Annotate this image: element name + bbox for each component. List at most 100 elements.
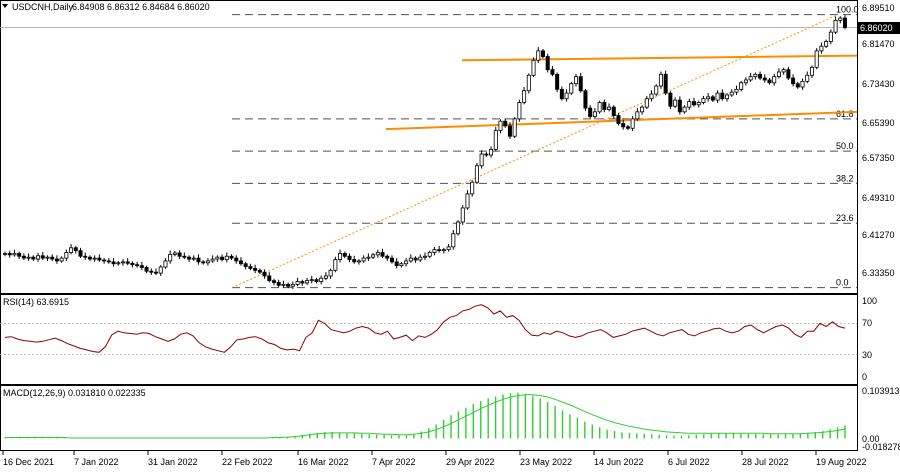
candle-body (791, 77, 796, 85)
candle-body (644, 98, 649, 108)
macd-label: MACD(12,26,9) 0.031810 0.022335 (3, 388, 146, 398)
time-tick-label: 22 Feb 2022 (222, 457, 273, 467)
candle-body (828, 31, 833, 42)
candle-body (106, 260, 111, 263)
candle-body (168, 253, 173, 262)
candle-body (814, 50, 819, 68)
price-tick-label: 6.89510 (862, 3, 895, 13)
candle-body (290, 283, 295, 287)
candle-body (597, 102, 602, 113)
candle-body (191, 257, 196, 260)
candle-body (238, 260, 243, 265)
candle-body (545, 56, 550, 71)
candle-body (418, 256, 423, 261)
candle-body (824, 41, 829, 47)
upper-channel-line[interactable] (461, 54, 858, 62)
candle-body (305, 280, 310, 284)
candle-body (607, 106, 612, 110)
candle-body (172, 252, 177, 255)
candle-body (574, 76, 579, 85)
fib-level-label: 23.6 (836, 213, 854, 223)
candle-body (338, 253, 343, 260)
fibonacci-levels[interactable]: 100.0 61.8 50.0 38.2 23.6 0.0 (0, 5, 859, 289)
candle-body (262, 271, 267, 277)
candle-body (776, 71, 781, 78)
channel-lines[interactable] (385, 54, 858, 131)
candle-body (588, 107, 593, 117)
price-pane[interactable] (0, 0, 858, 294)
candle-body (102, 259, 107, 262)
price-tick-label: 6.57350 (862, 153, 895, 163)
candle-body (512, 118, 517, 137)
fib-level-label: 38.2 (836, 173, 854, 183)
price-tick-label: 6.49310 (862, 193, 895, 203)
candle-body (64, 252, 69, 259)
time-tick-label: 29 Apr 2022 (446, 457, 495, 467)
lower-channel-line[interactable] (385, 110, 858, 131)
candle-body (451, 233, 456, 248)
candle-body (437, 249, 442, 252)
rsi-line (4, 304, 846, 353)
price-tick-label: 6.33350 (862, 268, 895, 278)
candle-body (550, 69, 555, 75)
candle-body (663, 73, 668, 94)
rsi-label: RSI(14) 63.6915 (3, 297, 69, 307)
candle-body (97, 257, 102, 261)
candle-body (569, 83, 574, 94)
collapse-arrow-icon[interactable] (2, 4, 8, 8)
candle-body (658, 73, 663, 87)
candle-body (389, 257, 394, 263)
candle-body (309, 279, 314, 282)
candle-body (149, 270, 154, 273)
candle-body (729, 91, 734, 96)
rsi-pane[interactable] (0, 294, 858, 385)
candle-body (640, 106, 645, 113)
fib-level-label: 50.0 (836, 141, 854, 151)
price-tick-label: 6.65390 (862, 118, 895, 128)
candle-body (833, 20, 838, 33)
candle-body (649, 93, 654, 100)
macd-tick-label: 0.00 (862, 434, 880, 444)
candle-body (654, 85, 659, 95)
candle-body (838, 17, 843, 21)
candle-body (234, 257, 239, 262)
candle-body (446, 246, 451, 251)
candle-body (583, 90, 588, 109)
candle-body (253, 268, 258, 271)
candle-body (413, 257, 418, 261)
candle-body (399, 263, 404, 267)
candle-body (696, 102, 701, 106)
time-tick-label: 19 Aug 2022 (816, 457, 867, 467)
candle-body (40, 255, 45, 259)
candle-body (73, 247, 78, 252)
candle-body (144, 267, 149, 272)
ohlc-values: 6.84908 6.86312 6.84684 6.86020 (72, 2, 210, 12)
candle-body (479, 153, 484, 167)
candle-body (50, 256, 55, 260)
candle-body (139, 265, 144, 268)
candle-body (135, 264, 140, 267)
candle-body (210, 258, 215, 262)
candle-body (427, 252, 432, 257)
candle-body (758, 73, 763, 79)
candle-body (503, 120, 508, 127)
candle-body (772, 76, 777, 84)
candle-body (489, 148, 494, 156)
candle-body (710, 96, 715, 101)
fib-anchor-line[interactable] (231, 14, 839, 289)
candle-body (602, 102, 607, 110)
candle-body (154, 271, 159, 274)
rsi-tick-label: 30 (862, 350, 872, 360)
candle-body (319, 277, 324, 282)
candle-body (3, 253, 8, 255)
candle-body (352, 259, 357, 263)
candle-body (753, 73, 758, 78)
time-tick-label: 7 Jan 2022 (74, 457, 119, 467)
candle-body (621, 123, 626, 128)
candle-body (715, 92, 720, 101)
candle-body (673, 99, 678, 107)
fib-level-label: 100.0 (836, 5, 859, 15)
macd-signal-line (5, 394, 846, 439)
candle-body (276, 282, 281, 286)
macd-pane[interactable] (0, 385, 858, 451)
